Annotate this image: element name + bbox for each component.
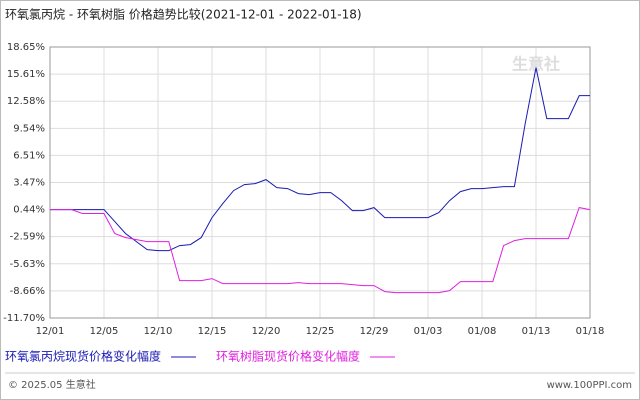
legend-label: 环氧树脂现货价格变化幅度 — [216, 349, 360, 364]
y-tick-label: -11.70% — [3, 313, 45, 324]
y-tick-label: 3.47% — [13, 178, 45, 189]
chart-title: 环氧氯丙烷 - 环氧树脂 价格趋势比较(2021-12-01 - 2022-01… — [5, 7, 362, 22]
y-tick-label: -2.59% — [10, 232, 45, 243]
x-tick-label: 12/29 — [360, 326, 389, 337]
y-tick-label: -5.63% — [10, 259, 45, 270]
x-tick-label: 01/13 — [522, 326, 551, 337]
x-tick-label: 12/20 — [252, 326, 281, 337]
x-tick-label: 01/08 — [468, 326, 497, 337]
y-tick-label: 9.54% — [13, 123, 45, 134]
legend-label: 环氧氯丙烷现货价格变化幅度 — [5, 349, 161, 364]
y-tick-label: 0.44% — [13, 205, 45, 216]
series-line — [50, 67, 590, 252]
y-tick-label: 12.58% — [7, 96, 45, 107]
x-tick-label: 01/18 — [576, 326, 605, 337]
y-tick-label: 15.61% — [7, 69, 45, 80]
y-tick-label: 18.65% — [7, 42, 45, 53]
y-tick-label: 6.51% — [13, 150, 45, 161]
footer-left: © 2025.05 生意社 — [8, 378, 96, 391]
x-tick-label: 12/25 — [306, 326, 335, 337]
footer-right: www.100PPI.com — [547, 380, 632, 391]
x-tick-label: 12/15 — [198, 326, 227, 337]
series-line — [50, 207, 591, 294]
x-tick-label: 12/01 — [36, 326, 65, 337]
plot-border — [49, 46, 591, 319]
y-tick-label: -8.66% — [10, 286, 45, 297]
x-tick-label: 01/03 — [414, 326, 443, 337]
x-tick-label: 12/05 — [90, 326, 119, 337]
x-tick-label: 12/10 — [144, 326, 173, 337]
